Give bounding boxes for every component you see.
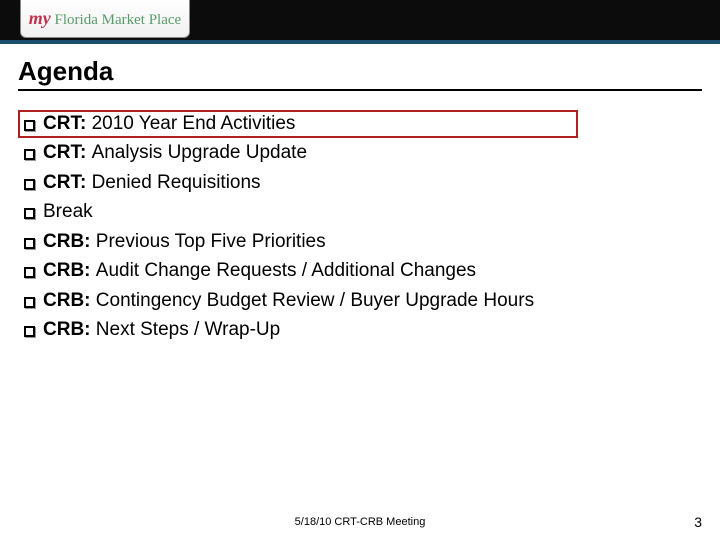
agenda-item-label: Audit Change Requests / Additional Chang… (96, 260, 476, 281)
agenda-item-label: Next Steps / Wrap-Up (96, 319, 280, 340)
header-band: my Florida Market Place (0, 0, 720, 44)
agenda-item: CRB: Audit Change Requests / Additional … (24, 256, 696, 285)
logo-box: my Florida Market Place (20, 0, 190, 38)
agenda-item-label: Analysis Upgrade Update (92, 142, 307, 163)
agenda-item-text: CRT: 2010 Year End Activities (43, 109, 295, 138)
agenda-item-text: CRT: Analysis Upgrade Update (43, 138, 307, 167)
checkbox-bullet-icon (24, 267, 35, 278)
checkbox-bullet-icon (24, 149, 35, 160)
agenda-item-label: Break (43, 201, 93, 222)
agenda-item-text: CRT: Denied Requisitions (43, 168, 261, 197)
agenda-item-prefix: CRB: (43, 319, 96, 340)
logo-text: my Florida Market Place (29, 8, 181, 29)
agenda-item-label: Previous Top Five Priorities (96, 231, 326, 252)
agenda-item: CRT: Denied Requisitions (24, 168, 696, 197)
agenda-item-text: CRB: Contingency Budget Review / Buyer U… (43, 286, 534, 315)
checkbox-bullet-icon (24, 238, 35, 249)
logo-my: my (29, 8, 51, 28)
checkbox-bullet-icon (24, 297, 35, 308)
footer-text: 5/18/10 CRT-CRB Meeting (0, 516, 720, 528)
agenda-item-label: Denied Requisitions (92, 172, 261, 193)
title-area: Agenda (0, 44, 720, 95)
agenda-item-prefix: CRT: (43, 172, 92, 193)
agenda-item: CRB: Previous Top Five Priorities (24, 227, 696, 256)
agenda-item-label: Contingency Budget Review / Buyer Upgrad… (96, 290, 534, 311)
agenda-item-prefix: CRT: (43, 142, 92, 163)
checkbox-bullet-icon (24, 120, 35, 131)
agenda-item: Break (24, 197, 696, 226)
agenda-item-label: 2010 Year End Activities (92, 113, 296, 134)
agenda-item-prefix: CRB: (43, 231, 96, 252)
agenda-item-text: CRB: Audit Change Requests / Additional … (43, 256, 476, 285)
page-title: Agenda (18, 56, 702, 87)
checkbox-bullet-icon (24, 208, 35, 219)
agenda-item: CRB: Contingency Budget Review / Buyer U… (24, 286, 696, 315)
agenda-list: CRT: 2010 Year End ActivitiesCRT: Analys… (0, 95, 720, 345)
logo-rest: Florida Market Place (55, 12, 182, 28)
agenda-item-text: CRB: Previous Top Five Priorities (43, 227, 326, 256)
checkbox-bullet-icon (24, 179, 35, 190)
agenda-item: CRT: Analysis Upgrade Update (24, 138, 696, 167)
checkbox-bullet-icon (24, 326, 35, 337)
agenda-item-text: CRB: Next Steps / Wrap-Up (43, 315, 280, 344)
agenda-item-prefix: CRB: (43, 290, 96, 311)
agenda-item-text: Break (43, 197, 93, 226)
page-number: 3 (694, 514, 702, 530)
title-underline (18, 89, 702, 91)
agenda-item-prefix: CRB: (43, 260, 96, 281)
agenda-item: CRB: Next Steps / Wrap-Up (24, 315, 696, 344)
agenda-item-prefix: CRT: (43, 113, 92, 134)
agenda-item: CRT: 2010 Year End Activities (24, 109, 696, 138)
